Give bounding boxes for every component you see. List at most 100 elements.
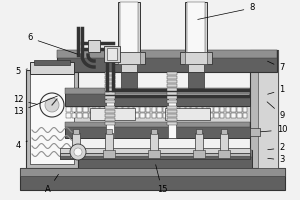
- Bar: [90, 108, 135, 120]
- Bar: [151, 129, 157, 134]
- Bar: [103, 150, 115, 158]
- Bar: [112, 107, 116, 112]
- Bar: [57, 50, 277, 58]
- Text: 15: 15: [156, 165, 167, 194]
- Circle shape: [74, 148, 82, 156]
- Bar: [105, 92, 115, 95]
- Bar: [218, 150, 230, 158]
- Bar: [105, 76, 115, 79]
- Text: 13: 13: [13, 96, 57, 116]
- Bar: [221, 129, 227, 134]
- Bar: [117, 107, 122, 112]
- Bar: [152, 113, 156, 118]
- Text: 3: 3: [268, 156, 285, 164]
- Bar: [180, 52, 212, 64]
- Bar: [89, 107, 93, 112]
- Bar: [20, 168, 285, 190]
- Bar: [191, 113, 196, 118]
- Bar: [112, 113, 116, 118]
- Bar: [77, 107, 82, 112]
- Bar: [146, 107, 150, 112]
- Bar: [106, 129, 112, 134]
- Bar: [70, 150, 82, 158]
- Bar: [94, 107, 99, 112]
- Bar: [174, 107, 179, 112]
- Bar: [220, 113, 224, 118]
- Bar: [26, 70, 78, 168]
- Bar: [208, 113, 213, 118]
- Bar: [105, 110, 115, 113]
- Bar: [72, 107, 76, 112]
- Bar: [258, 50, 278, 168]
- Bar: [188, 64, 204, 72]
- Bar: [65, 106, 250, 122]
- Bar: [105, 106, 115, 109]
- Circle shape: [70, 144, 86, 160]
- Bar: [117, 113, 122, 118]
- Bar: [120, 2, 138, 54]
- Bar: [140, 113, 145, 118]
- Bar: [134, 107, 139, 112]
- Bar: [157, 107, 162, 112]
- Bar: [105, 100, 115, 103]
- Bar: [167, 84, 177, 87]
- Bar: [195, 133, 203, 153]
- Bar: [167, 114, 177, 117]
- Bar: [197, 107, 202, 112]
- Text: A: A: [45, 174, 58, 194]
- Bar: [214, 107, 219, 112]
- Bar: [73, 129, 79, 134]
- Bar: [185, 52, 207, 64]
- Bar: [237, 107, 242, 112]
- Bar: [250, 50, 278, 168]
- Bar: [226, 113, 230, 118]
- Bar: [214, 113, 219, 118]
- Bar: [163, 113, 167, 118]
- Bar: [140, 107, 145, 112]
- Bar: [105, 72, 115, 75]
- Bar: [167, 106, 177, 109]
- Bar: [94, 113, 99, 118]
- Bar: [105, 80, 115, 83]
- Bar: [186, 113, 190, 118]
- Bar: [83, 113, 88, 118]
- Bar: [30, 74, 74, 164]
- Text: 12: 12: [13, 96, 37, 104]
- Bar: [113, 52, 145, 64]
- Bar: [146, 113, 150, 118]
- Bar: [134, 113, 139, 118]
- Bar: [105, 88, 115, 91]
- Bar: [88, 40, 100, 52]
- Bar: [180, 107, 184, 112]
- Bar: [107, 48, 117, 60]
- Bar: [250, 128, 260, 136]
- Bar: [65, 88, 250, 94]
- Bar: [167, 80, 177, 83]
- Bar: [100, 107, 105, 112]
- Bar: [30, 62, 74, 74]
- Bar: [167, 88, 177, 91]
- Bar: [203, 113, 207, 118]
- Bar: [167, 110, 177, 113]
- Text: 4: 4: [15, 140, 27, 150]
- Bar: [57, 150, 252, 168]
- Bar: [197, 113, 202, 118]
- Bar: [105, 96, 115, 99]
- Bar: [174, 113, 179, 118]
- Bar: [148, 150, 160, 158]
- Bar: [72, 133, 80, 153]
- Bar: [118, 52, 140, 64]
- Bar: [105, 118, 115, 121]
- Text: 7: 7: [268, 61, 285, 72]
- Bar: [188, 72, 204, 88]
- Bar: [157, 113, 162, 118]
- Bar: [220, 107, 224, 112]
- Circle shape: [40, 93, 64, 117]
- Bar: [169, 113, 173, 118]
- Bar: [66, 113, 70, 118]
- Bar: [243, 107, 247, 112]
- Bar: [186, 107, 190, 112]
- Bar: [167, 76, 177, 79]
- Text: 10: 10: [261, 126, 287, 134]
- Bar: [150, 133, 158, 153]
